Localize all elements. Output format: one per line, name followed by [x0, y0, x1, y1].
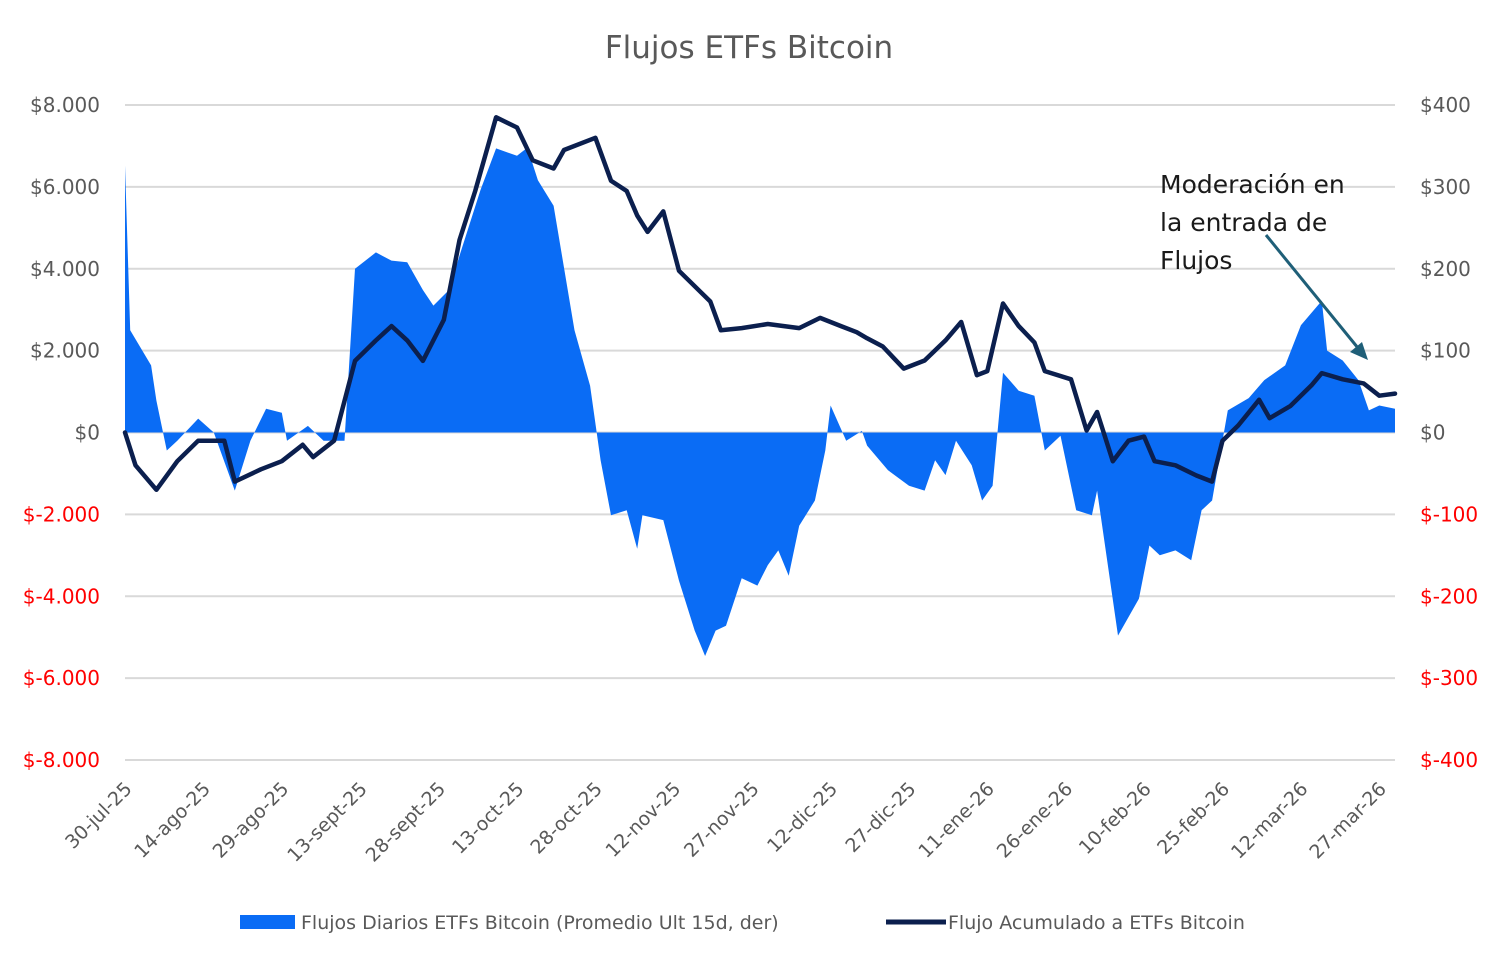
- right-tick-label: $300: [1420, 175, 1471, 199]
- x-tick-label: 13-oct-25: [448, 778, 529, 859]
- x-tick-label: 13-sept-25: [283, 778, 372, 867]
- right-tick-label: $-100: [1420, 502, 1478, 526]
- right-tick-label: $-400: [1420, 748, 1478, 772]
- right-tick-label: $0: [1420, 421, 1445, 445]
- line-series-flujo-acumulado: [122, 115, 1398, 493]
- x-tick-label: 29-ago-25: [209, 778, 294, 863]
- x-tick-label: 25-feb-26: [1153, 778, 1234, 859]
- legend-label-area: Flujos Diarios ETFs Bitcoin (Promedio Ul…: [301, 912, 779, 934]
- annotation: Moderación en la entrada de Flujos: [1160, 170, 1368, 360]
- left-tick-label: $0: [75, 421, 100, 445]
- right-tick-label: $400: [1420, 93, 1471, 117]
- annotation-arrowhead: [1350, 342, 1368, 360]
- x-tick-label: 11-ene-26: [914, 778, 998, 862]
- annotation-line-1: Moderación en: [1160, 170, 1345, 199]
- x-axis: 30-jul-2514-ago-2529-ago-2513-sept-2528-…: [61, 778, 1391, 867]
- left-tick-label: $4.000: [30, 257, 100, 281]
- x-tick-label: 27-mar-26: [1305, 778, 1390, 863]
- right-tick-label: $200: [1420, 257, 1471, 281]
- x-tick-label: 28-oct-25: [526, 778, 607, 859]
- annotation-line-3: Flujos: [1160, 246, 1232, 275]
- legend-swatch-area: [240, 915, 295, 929]
- left-tick-label: $-8.000: [23, 748, 100, 772]
- x-tick-label: 30-jul-25: [61, 778, 136, 853]
- x-tick-label: 12-mar-26: [1227, 778, 1312, 863]
- x-tick-label: 27-nov-25: [680, 778, 764, 862]
- x-tick-label: 14-ago-25: [130, 778, 215, 863]
- left-tick-label: $-4.000: [23, 584, 100, 608]
- annotation-line-2: la entrada de: [1160, 208, 1327, 237]
- legend-label-line: Flujo Acumulado a ETFs Bitcoin: [948, 912, 1245, 934]
- plot-area: [122, 115, 1398, 656]
- area-series-flujos-diarios: [125, 147, 1395, 656]
- right-axis: $400 $300 $200 $100 $0 $-100 $-200 $-300 $-400: [1420, 93, 1478, 772]
- legend: Flujos Diarios ETFs Bitcoin (Promedio Ul…: [240, 912, 1245, 934]
- chart-title: Flujos ETFs Bitcoin: [605, 30, 893, 66]
- right-tick-label: $-300: [1420, 666, 1478, 690]
- x-tick-label: 27-dic-25: [841, 778, 920, 857]
- left-tick-label: $6.000: [30, 175, 100, 199]
- x-tick-label: 10-feb-26: [1075, 778, 1156, 859]
- right-tick-label: $100: [1420, 339, 1471, 363]
- annotation-arrow: [1264, 234, 1360, 349]
- x-tick-label: 26-ene-26: [993, 778, 1077, 862]
- left-tick-label: $2.000: [30, 339, 100, 363]
- left-tick-label: $-6.000: [23, 666, 100, 690]
- left-tick-label: $-2.000: [23, 502, 100, 526]
- right-tick-label: $-200: [1420, 584, 1478, 608]
- x-tick-label: 28-sept-25: [362, 778, 451, 867]
- x-tick-label: 12-nov-25: [602, 778, 686, 862]
- left-tick-label: $8.000: [30, 93, 100, 117]
- left-axis: $8.000 $6.000 $4.000 $2.000 $0 $-2.000 $-4.000…: [23, 93, 100, 772]
- x-tick-label: 12-dic-25: [763, 778, 842, 857]
